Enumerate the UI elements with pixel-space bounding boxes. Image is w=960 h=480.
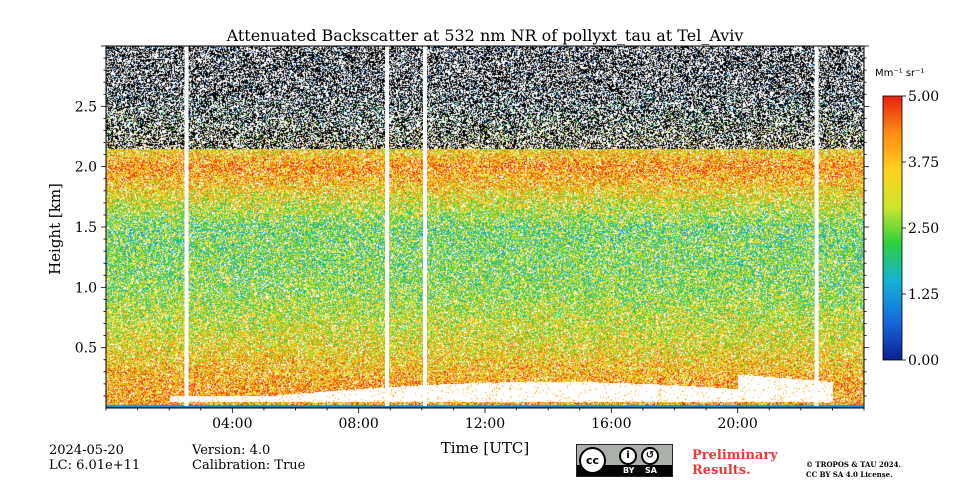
y-tick-label: 0.5	[75, 341, 97, 357]
cc-license-badge: cc i ↺ BY SA	[576, 444, 673, 477]
heatmap	[106, 46, 864, 408]
copyright-line-2: CC BY SA 4.0 License.	[806, 470, 893, 479]
footer-date: 2024-05-20	[49, 443, 124, 458]
y-tick-label: 1.0	[75, 280, 97, 296]
x-tick-label: 12:00	[465, 416, 505, 432]
preliminary-line-2: Results.	[692, 463, 751, 478]
chart-title: Attenuated Backscatter at 532 nm NR of p…	[226, 26, 744, 45]
data-gap-0	[184, 46, 189, 406]
x-tick-label: 08:00	[338, 416, 378, 432]
x-tick-label: 16:00	[591, 416, 631, 432]
sa-share-alike-icon: ↺	[641, 447, 659, 465]
footer-version: Version: 4.0	[192, 443, 271, 458]
y-tick-label: 2.0	[75, 160, 97, 176]
preliminary-results-note: Preliminary Results.	[692, 448, 778, 478]
x-axis-ticks: 04:00 08:00 12:00 16:00 20:00	[105, 408, 865, 432]
colorbar-tick-label: 3.75	[908, 155, 939, 171]
colorbar-tick-label: 0.00	[908, 353, 939, 369]
copyright-note: © TROPOS & TAU 2024. CC BY SA 4.0 Licens…	[806, 460, 901, 480]
colorbar-tick-label: 2.50	[908, 221, 939, 237]
colorbar-tick-label: 1.25	[908, 287, 939, 303]
footer-lc: LC: 6.01e+11	[49, 458, 141, 473]
y-axis-label: Height [km]	[46, 183, 64, 275]
y-axis-ticks: 0.5 1.0 1.5 2.0 2.5	[75, 45, 869, 397]
cc-by-label: BY	[623, 466, 635, 475]
x-tick-label: 04:00	[212, 416, 252, 432]
data-gap-1	[385, 46, 390, 406]
colorbar: Mm⁻¹ sr⁻¹ 0.00 1.25 2.50 3.75 5.00	[875, 68, 939, 369]
data-gap-2	[422, 46, 427, 406]
data-gap-3	[814, 46, 819, 406]
colorbar-unit-label: Mm⁻¹ sr⁻¹	[875, 68, 924, 79]
cc-logo-icon: cc	[579, 447, 606, 474]
footer-calibration: Calibration: True	[192, 458, 306, 473]
preliminary-line-1: Preliminary	[692, 448, 778, 463]
cc-sa-label: SA	[645, 466, 657, 475]
colorbar-ticks: 0.00 1.25 2.50 3.75 5.00	[902, 89, 939, 369]
copyright-line-1: © TROPOS & TAU 2024.	[806, 460, 901, 469]
heatmap-raster	[106, 46, 864, 408]
x-axis-label: Time [UTC]	[441, 439, 530, 457]
colorbar-tick-label: 5.00	[908, 89, 939, 105]
y-tick-label: 1.5	[75, 220, 97, 236]
colorbar-gradient	[882, 95, 903, 361]
x-tick-label: 20:00	[717, 416, 757, 432]
y-tick-label: 2.5	[75, 99, 97, 115]
cc-badge-bar	[577, 465, 672, 476]
plot-area: 04:00 08:00 12:00 16:00 20:00 0.5 1.0 1.5 2.0 2.…	[75, 45, 869, 432]
by-attribution-icon: i	[619, 447, 637, 465]
data-gaps	[184, 46, 819, 406]
